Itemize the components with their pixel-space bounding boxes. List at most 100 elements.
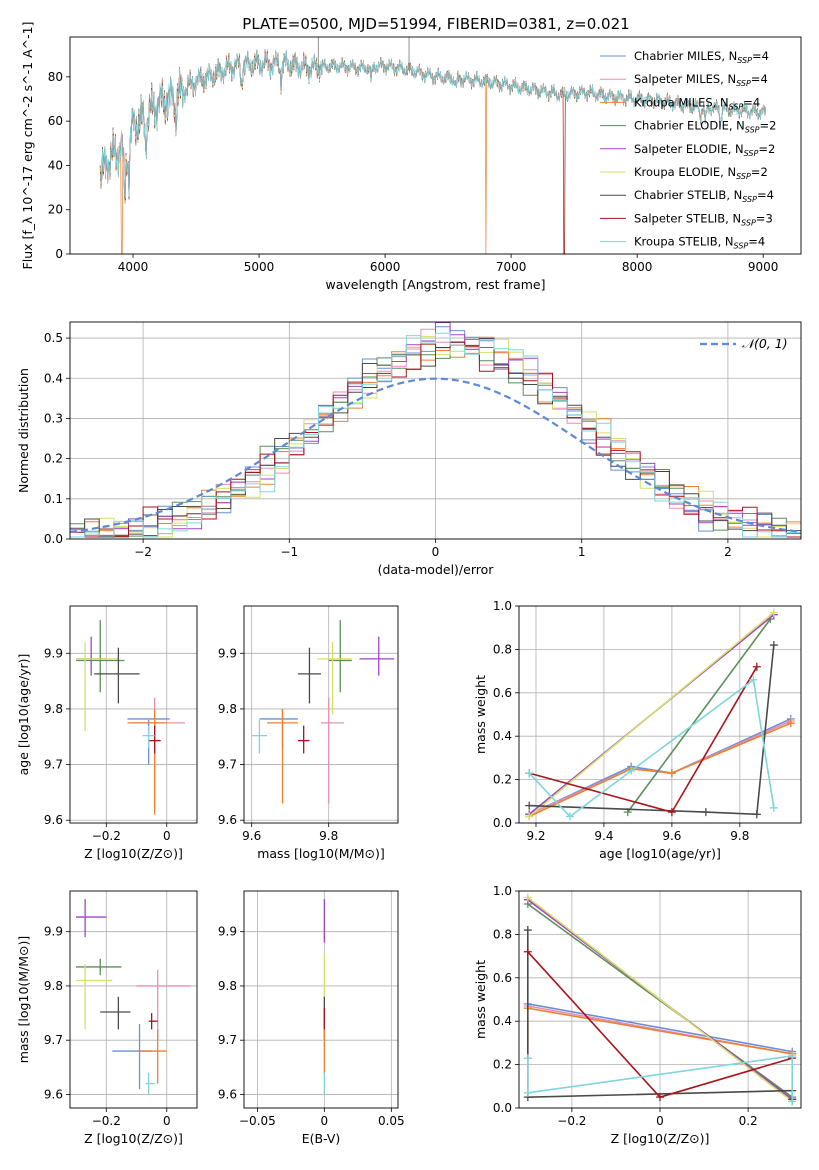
mass_vs_ebv-panel: −0.05 0 0.05 9.6 9.7 9.8 9.9 E(B-V) [218, 890, 405, 1146]
errorbar-point [76, 899, 107, 938]
age_vs_z-ytick-label: 9.8 [44, 702, 63, 716]
errorbar-point [148, 725, 161, 754]
spectrum-ytick-label: 80 [48, 70, 63, 84]
residual-histogram [70, 341, 801, 538]
residuals-ytick-label: 0.3 [44, 411, 63, 425]
legend-model: Chabrier STELIB [634, 188, 726, 202]
age_vs_mass-ytick-label: 9.8 [218, 702, 237, 716]
mass_vs_z-ylabel: mass [log10(M/M⊙)] [16, 936, 31, 1064]
age_vs_mass-ytick-label: 9.6 [218, 813, 237, 827]
legend-nssp-sub: SSP [745, 126, 760, 135]
weight-line [528, 611, 775, 818]
legend-model: Salpeter MILES [634, 72, 720, 86]
errorbar-point [127, 708, 167, 815]
weight_vs_age-ytick-label: 0.8 [493, 642, 512, 656]
legend-entry: Salpeter MILES, NSSP=4 [634, 72, 768, 88]
weight_vs_z-ytick-label: 0.2 [493, 1058, 512, 1072]
weight_vs_age-frame [518, 605, 802, 824]
spectrum-xtick-label: 5000 [244, 260, 275, 274]
legend-nssp-prefix: , N [718, 235, 734, 249]
spectrum-ytick-label: 20 [48, 203, 63, 217]
legend-nssp-sub: SSP [734, 242, 749, 251]
age_vs_mass-panel: 9.6 9.8 9.6 9.7 9.8 9.9 mass [log10(M/M⊙)] [218, 605, 399, 861]
age_vs_z-xlabel: Z [log10(Z/Z⊙)] [84, 846, 183, 861]
weight-marker [523, 1054, 532, 1063]
legend-nssp-value: 3 [765, 211, 772, 225]
legend-entry: Salpeter ELODIE, NSSP=2 [634, 142, 775, 158]
errorbar-point [359, 636, 395, 676]
weight_vs_z-xlabel: Z [log10(Z/Z⊙)] [611, 1131, 710, 1146]
age_vs_z-ticks: −0.2 0 9.6 9.7 9.8 9.9 [44, 646, 171, 843]
age_vs_z-xtick-label: 0 [163, 829, 171, 843]
weight_vs_age-ytick-label: 0.6 [493, 686, 512, 700]
legend-entry: Chabrier ELODIE, NSSP=2 [634, 119, 776, 135]
legend-nssp-value: 2 [768, 142, 775, 156]
legend-nssp-eq: = [751, 72, 761, 86]
legend-nssp-prefix: , N [721, 49, 737, 63]
age_vs_z-grid [70, 606, 197, 823]
residuals-panel: −2 −1 0 1 2 0.0 0.1 0.2 0.3 0.4 0.5 (data-model)/er… [16, 321, 802, 577]
residuals-xtick-label: −2 [134, 545, 152, 559]
weight_vs_z-ytick-label: 1.0 [493, 884, 512, 898]
weight_vs_z-panel: −0.2 0 0.2 0.0 0.2 0.4 0.6 0.8 1.0 Z [log10(Z/Z⊙)… [473, 884, 802, 1146]
age_vs_z-ylabel: age [log10(age/yr)] [16, 654, 31, 776]
weight_vs_age-ytick-label: 0.2 [493, 773, 512, 787]
weight_vs_age-ytick-label: 0.0 [493, 816, 512, 830]
weight_vs_z-xtick-label: −0.2 [557, 1114, 586, 1128]
spectrum-line [99, 49, 767, 199]
weight-line [527, 1054, 793, 1102]
legend-nssp-prefix: , N [713, 95, 729, 109]
spectrum-ylabel: Flux [f_λ 10^-17 erg cm^-2 s^-1 A^-1] [20, 22, 35, 270]
weight-marker [769, 608, 778, 617]
weight-line [528, 718, 792, 816]
weight_vs_age-ytick-label: 0.4 [493, 729, 512, 743]
mass_vs_ebv-xtick-label: 0.05 [378, 1114, 405, 1128]
legend-nssp-prefix: , N [720, 72, 736, 86]
errorbar-point [251, 720, 268, 754]
age_vs_mass-xtick-label: 9.8 [319, 829, 338, 843]
residuals-marks [69, 322, 802, 538]
legend-nssp-value: 4 [753, 95, 760, 109]
weight-marker [788, 1051, 797, 1060]
errorbar-point [297, 647, 321, 704]
errorbar-point [100, 996, 131, 1030]
spectrum-xtick-label: 9000 [748, 260, 779, 274]
weight-marker [523, 893, 532, 902]
weight-series [525, 719, 795, 821]
age_vs_z-xtick-label: −0.2 [92, 829, 121, 843]
weight-marker [701, 808, 710, 817]
weight_vs_age-xtick-label: 9.6 [662, 829, 681, 843]
legend-nssp-eq: = [748, 235, 758, 249]
mass_vs_ebv-ytick-label: 9.9 [218, 925, 237, 939]
weight-series [525, 714, 795, 819]
legend-nssp-value: 4 [760, 72, 767, 86]
legend-nssp-sub: SSP [742, 195, 757, 204]
figure-title: PLATE=0500, MJD=51994, FIBERID=0381, z=0… [242, 15, 629, 33]
mass_vs_z-ytick-label: 9.9 [44, 925, 63, 939]
weight-marker [786, 719, 795, 728]
legend-model: Kroupa ELODIE [634, 165, 720, 179]
weight-marker [752, 810, 761, 819]
residual-histogram [70, 332, 801, 538]
errorbar-point [321, 697, 345, 804]
residuals-ytick-label: 0.0 [44, 532, 63, 546]
legend-nssp-eq: = [752, 49, 762, 63]
mass_vs_z-ytick-label: 9.8 [44, 979, 63, 993]
mass_vs_z-ytick-label: 9.7 [44, 1033, 63, 1047]
spectrum-ytick-label: 60 [48, 114, 63, 128]
errorbar-point [94, 647, 140, 704]
weight-marker [525, 812, 534, 821]
errorbar-point [136, 969, 191, 1041]
residuals-xtick-label: 1 [578, 545, 586, 559]
weight-marker [565, 812, 574, 821]
weight_vs_z-ylabel: mass weight [473, 960, 488, 1039]
mass_vs_ebv-ytick-label: 9.8 [218, 979, 237, 993]
weight-marker [667, 808, 676, 817]
errorbar-point [259, 708, 298, 748]
weight_vs_z-xtick-label: 0.2 [739, 1114, 758, 1128]
residuals-ytick-label: 0.2 [44, 452, 63, 466]
weight_vs_z-marks [523, 893, 797, 1106]
weight_vs_age-panel: 9.2 9.4 9.6 9.8 0.0 0.2 0.4 0.6 0.8 1.0 age [log10… [473, 599, 802, 861]
mass_vs_z-frame [69, 890, 198, 1109]
